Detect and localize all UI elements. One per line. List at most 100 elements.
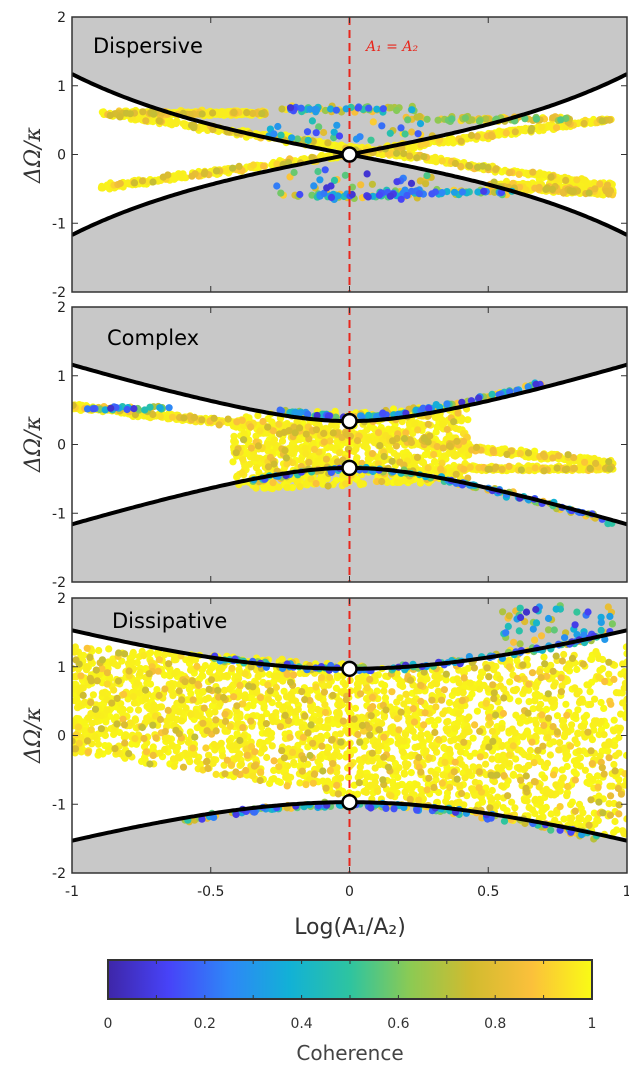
data-point	[506, 169, 513, 176]
data-point	[239, 469, 246, 476]
data-point	[415, 130, 422, 137]
data-point	[291, 169, 298, 176]
data-point	[428, 190, 435, 197]
panel-dispersive-plot	[72, 17, 627, 292]
data-point	[541, 467, 548, 474]
data-point	[466, 162, 473, 169]
data-point	[328, 422, 335, 429]
data-point	[380, 105, 387, 112]
data-point	[452, 160, 459, 167]
data-point	[485, 466, 492, 473]
data-point	[505, 463, 512, 470]
data-point	[413, 114, 420, 121]
y-tick-label: -2	[52, 575, 66, 591]
data-point	[448, 115, 455, 122]
data-point	[169, 414, 176, 421]
data-point	[592, 460, 599, 467]
data-point	[296, 191, 303, 198]
data-point	[117, 180, 124, 187]
data-point	[289, 450, 296, 457]
data-point	[476, 118, 483, 125]
data-point	[599, 117, 606, 124]
data-point	[243, 109, 250, 116]
panel-complex: -2-1012 Complex ΔΩ/κ	[21, 300, 627, 591]
data-point	[355, 104, 362, 111]
data-point	[241, 430, 248, 437]
data-point	[124, 406, 131, 413]
data-point	[381, 453, 388, 460]
data-point	[387, 446, 394, 453]
data-point	[333, 107, 340, 114]
y-tick-label: -1	[52, 506, 66, 522]
data-point	[255, 442, 262, 449]
data-point	[503, 129, 510, 136]
data-point	[273, 182, 280, 189]
data-point	[247, 423, 254, 430]
exceptional-point-marker	[343, 148, 357, 162]
data-point	[276, 430, 283, 437]
data-point	[281, 447, 288, 454]
data-point	[420, 153, 427, 160]
data-point	[434, 443, 441, 450]
data-point	[460, 438, 467, 445]
data-point	[260, 163, 267, 170]
panel-dissipative: -2-1012 -1 -0.5 0 0.5 1 Dissipative ΔΩ/κ Log…	[21, 591, 629, 940]
data-point	[480, 188, 487, 195]
data-point	[234, 730, 241, 737]
data-point	[540, 451, 547, 458]
data-point	[370, 118, 377, 125]
data-point	[462, 114, 469, 121]
data-point	[529, 169, 536, 176]
data-point	[256, 427, 263, 434]
data-point	[279, 438, 286, 445]
data-point	[404, 116, 411, 123]
data-point	[277, 132, 284, 139]
data-point	[324, 139, 331, 146]
data-point	[438, 189, 445, 196]
data-point	[425, 464, 432, 471]
data-point	[443, 400, 450, 407]
data-point	[201, 170, 208, 177]
data-point	[587, 465, 594, 472]
data-point	[126, 706, 133, 713]
data-point	[275, 421, 282, 428]
data-point	[408, 180, 415, 187]
data-point	[581, 177, 588, 184]
data-point	[190, 124, 197, 131]
annotation-a1-equals-a2: A₁ = A₂	[364, 39, 418, 55]
data-point	[586, 189, 593, 196]
data-point	[623, 643, 629, 650]
data-point	[623, 752, 629, 759]
data-point	[271, 461, 278, 468]
data-point	[287, 104, 294, 111]
data-point	[321, 438, 328, 445]
data-point	[233, 449, 240, 456]
data-point	[98, 184, 105, 191]
data-point	[458, 138, 465, 145]
data-point	[453, 471, 460, 478]
data-point	[231, 437, 238, 444]
data-point	[435, 117, 442, 124]
data-point	[90, 405, 97, 412]
data-point	[562, 466, 569, 473]
data-point	[497, 450, 504, 457]
data-point	[516, 171, 523, 178]
data-point	[459, 188, 466, 195]
data-point	[352, 446, 359, 453]
data-point	[270, 439, 277, 446]
data-point	[211, 415, 218, 422]
data-point	[157, 413, 164, 420]
data-point	[542, 186, 549, 193]
data-point	[398, 196, 405, 203]
data-point	[277, 190, 284, 197]
data-point	[149, 178, 156, 185]
y-tick-label: 2	[57, 300, 66, 316]
data-point	[209, 109, 216, 116]
data-point	[488, 132, 495, 139]
data-point	[400, 150, 407, 157]
data-point	[320, 129, 327, 136]
data-point	[425, 421, 432, 428]
y-tick-label: 1	[57, 369, 66, 385]
data-point	[417, 120, 424, 127]
